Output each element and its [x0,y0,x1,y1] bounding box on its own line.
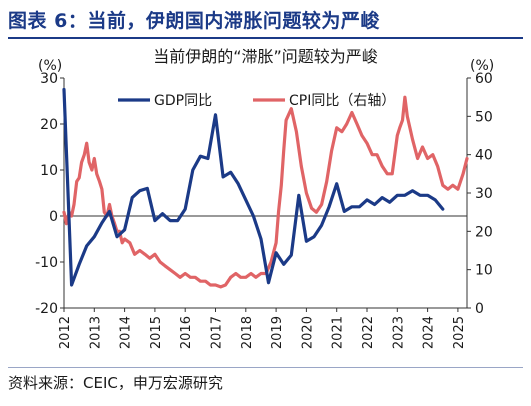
right-tick-label: 60 [475,71,493,87]
cpi-series-line [62,95,469,289]
x-tick-label: 2017 [210,316,225,349]
x-tick-label: 2024 [422,316,437,349]
legend-gdp-label: GDP同比 [154,93,212,109]
chart-title: 当前伊朗的“滞胀”问题较为严峻 [153,47,378,66]
title-rule [8,37,523,39]
x-tick-label: 2025 [452,316,467,349]
right-tick-label: 10 [475,263,493,279]
right-tick-label: 20 [475,224,493,240]
x-tick-label: 2020 [300,316,315,349]
bottom-rule [8,367,523,368]
right-tick-label: 0 [475,301,484,317]
x-tick-label: 2015 [149,316,164,349]
figure-title: 图表 6：当前，伊朗国内滞胀问题较为严峻 [8,10,380,32]
x-tick-label: 2021 [331,316,346,349]
right-axis-unit: (%) [470,58,495,74]
left-tick-label: 10 [40,163,58,179]
x-tick-label: 2023 [391,316,406,349]
left-tick-label: 30 [40,71,58,87]
x-tick-label: 2022 [361,316,376,349]
right-tick-label: 40 [475,148,493,164]
gdp-series-line [62,87,445,287]
x-tick-label: 2018 [240,316,255,349]
right-tick-label: 50 [475,109,493,125]
left-tick-label: -10 [35,255,58,271]
right-tick-label: 30 [475,186,493,202]
x-tick-label: 2013 [88,316,103,349]
source-note: 资料来源：CEIC，申万宏源研究 [8,374,223,392]
left-tick-label: 20 [40,117,58,133]
left-axis-unit: (%) [38,58,63,74]
left-tick-label: -20 [35,301,58,317]
x-tick-label: 2016 [179,316,194,349]
x-tick-label: 2012 [58,316,73,349]
left-tick-label: 0 [49,209,58,225]
legend-cpi-label: CPI同比（右轴） [289,93,395,109]
x-tick-label: 2019 [270,316,285,349]
x-tick-label: 2014 [119,316,134,349]
